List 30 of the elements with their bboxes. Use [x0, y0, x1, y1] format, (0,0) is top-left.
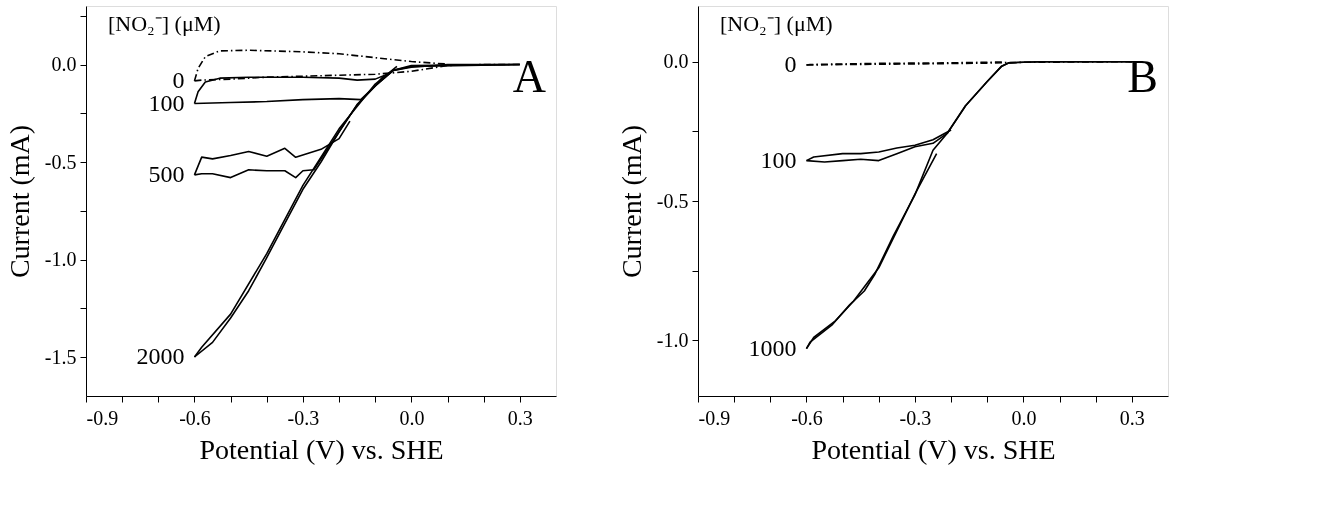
x-tick-label: -0.9 [86, 406, 119, 429]
y-axis-title: Current (mA) [615, 124, 647, 279]
x-tick-label: 0.0 [1011, 406, 1037, 429]
series-label: 1000 [748, 334, 797, 361]
legend-title: [NO₂⁻] (μM) [720, 11, 833, 36]
x-tick-label: -0.9 [698, 406, 731, 429]
series-label: 100 [760, 146, 797, 173]
y-tick-label: 0.0 [663, 50, 689, 73]
x-axis-title: Potential (V) vs. SHE [811, 433, 1056, 465]
series-label: 2000 [136, 343, 185, 369]
y-tick-label: 0.0 [51, 53, 77, 75]
y-tick-label: -1.0 [656, 328, 689, 351]
x-tick-label: -0.3 [899, 406, 932, 429]
y-axis-title: Current (mA) [3, 124, 35, 279]
y-tick-label: -0.5 [656, 189, 689, 212]
annotation: B [1127, 51, 1158, 102]
y-tick-label: -1.0 [44, 248, 77, 270]
x-axis-title: Potential (V) vs. SHE [199, 433, 444, 465]
x-tick-label: -0.3 [287, 406, 320, 429]
y-tick-label: -1.5 [44, 345, 77, 368]
series-label: 0 [784, 51, 797, 78]
x-tick-label: -0.6 [179, 406, 211, 429]
y-tick-label: -0.5 [44, 150, 77, 173]
x-tick-label: 0.3 [1119, 406, 1145, 429]
x-tick-label: 0.3 [507, 406, 533, 429]
x-tick-label: -0.6 [791, 406, 823, 429]
x-tick-label: 0.0 [399, 406, 425, 429]
legend-title: [NO₂⁻] (μM) [108, 11, 221, 36]
annotation: A [512, 51, 546, 102]
series-label: 500 [148, 160, 185, 187]
